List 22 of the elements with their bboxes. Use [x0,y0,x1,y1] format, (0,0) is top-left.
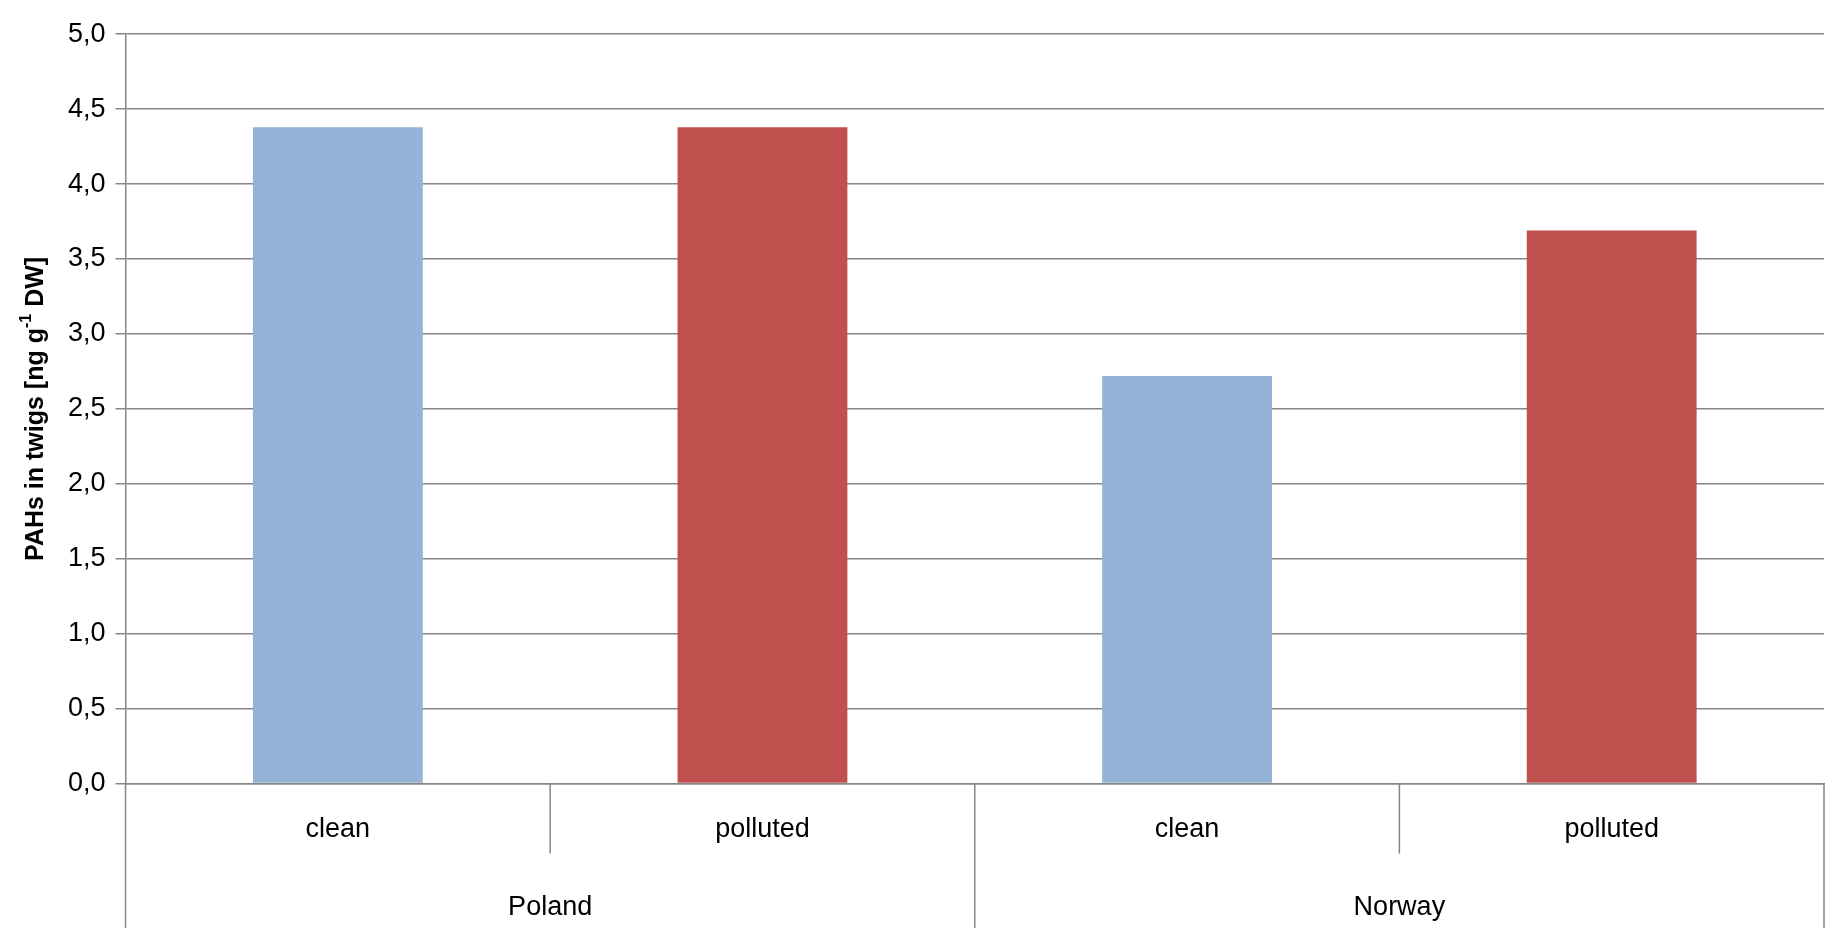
text: Poland [508,891,593,922]
bar [677,127,848,783]
y-tick-label: 3,0 [67,317,106,348]
x-tick-label: clean [1154,813,1220,844]
y-tick-label: 3,5 [67,242,106,273]
y-tick-label: 1,0 [67,617,106,648]
y-tick-label: 4,5 [67,92,106,123]
y-tick-label: 2,0 [67,467,106,498]
bar [1102,375,1272,783]
y-tick-label: 1,5 [67,542,106,573]
y-tick-label: 5,0 [67,17,106,48]
x-tick-label: polluted [715,813,810,844]
text: Norway [1353,891,1446,922]
y-tick-label: 0,5 [67,692,106,723]
x-tick-label: polluted [1564,813,1659,844]
bar [1526,230,1697,783]
y-axis-title: PAHs in twigs [ng g-1 DW] [17,256,48,561]
y-tick-label: 0,0 [67,767,106,798]
x-tick-label: clean [305,813,371,844]
bar [252,127,423,783]
y-tick-label: 4,0 [67,167,106,198]
y-tick-label: 2,5 [67,392,106,423]
